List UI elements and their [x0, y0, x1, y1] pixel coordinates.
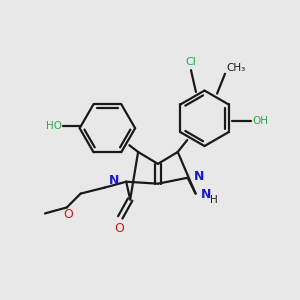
Text: Cl: Cl: [185, 57, 197, 67]
Text: N: N: [109, 174, 119, 187]
Text: N: N: [200, 188, 211, 201]
Text: O: O: [114, 222, 124, 235]
Text: N: N: [194, 170, 204, 183]
Text: H: H: [210, 194, 218, 205]
Text: OH: OH: [252, 116, 268, 126]
Text: HO: HO: [46, 121, 62, 131]
Text: O: O: [63, 208, 73, 221]
Text: CH₃: CH₃: [226, 63, 245, 73]
